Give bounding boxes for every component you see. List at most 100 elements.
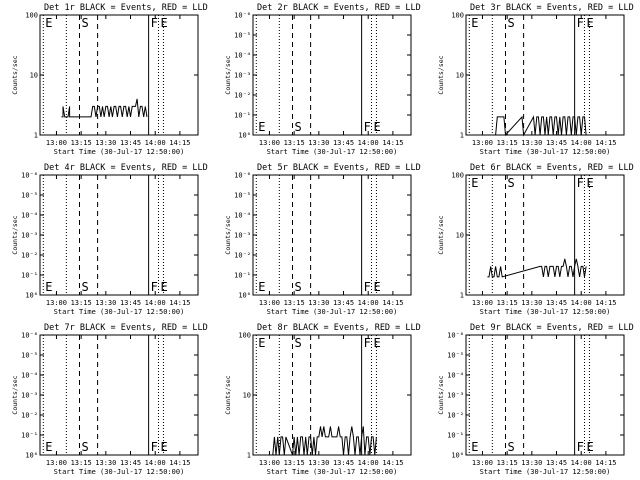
marker-label: F (364, 120, 371, 134)
chart-panel: Det 7r BLACK = Events, RED = LLD 10⁰ 10⁻¹ 1… (11, 323, 208, 476)
y-tick-label: 10⁻¹ (447, 432, 464, 440)
marker-label: E (258, 120, 265, 134)
chart-title: Det 5r BLACK = Events, RED = LLD (257, 163, 421, 173)
y-tick-label: 10⁻⁴ (21, 372, 38, 380)
x-tick-label: 13:15 (71, 299, 92, 307)
marker-label: E (587, 16, 594, 30)
x-tick-label: 13:45 (333, 139, 354, 147)
chart-panel: Det 9r BLACK = Events, RED = LLD 10⁰ 10⁻¹ 1… (437, 323, 634, 476)
y-tick-label: 10⁻⁶ (234, 12, 251, 20)
x-tick-label: 14:15 (169, 299, 190, 307)
plot-frame (39, 334, 199, 456)
x-tick-label: 14:15 (382, 299, 403, 307)
x-axis-label: Start Time (30-Jul-17 12:50:00) (480, 148, 611, 156)
marker-label: E (471, 176, 478, 190)
marker-label: E (45, 440, 52, 454)
y-tick-label: 10⁻³ (21, 232, 38, 240)
marker-label: S (82, 16, 89, 30)
x-tick-label: 14:15 (169, 459, 190, 467)
marker-label: F (151, 16, 158, 30)
marker-label: E (258, 280, 265, 294)
plot-frame (465, 14, 625, 136)
x-tick-label: 13:45 (546, 459, 567, 467)
y-tick-label: 100 (451, 12, 464, 20)
x-tick-label: 13:30 (95, 299, 116, 307)
chart-title: Det 1r BLACK = Events, RED = LLD (44, 3, 208, 13)
marker-label: E (45, 16, 52, 30)
marker-label: S (508, 176, 515, 190)
chart-title: Det 9r BLACK = Events, RED = LLD (470, 323, 634, 333)
y-tick-label: 10⁻³ (21, 392, 38, 400)
marker-label: E (161, 16, 168, 30)
y-axis-label: Counts/sec (11, 215, 19, 254)
y-axis-label: Counts/sec (437, 215, 445, 254)
x-tick-label: 13:30 (95, 139, 116, 147)
y-tick-label: 10⁰ (25, 452, 38, 460)
x-tick-label: 14:15 (382, 139, 403, 147)
y-tick-label: 10 (243, 392, 251, 400)
x-tick-label: 13:30 (308, 139, 329, 147)
y-tick-label: 10⁻⁴ (234, 52, 251, 60)
y-tick-label: 10⁻⁴ (234, 212, 251, 220)
x-tick-label: 14:00 (571, 139, 592, 147)
y-tick-label: 10⁻⁴ (447, 372, 464, 380)
y-tick-label: 10⁻² (21, 252, 38, 260)
y-tick-label: 10 (456, 232, 464, 240)
y-tick-label: 10⁻⁵ (234, 32, 251, 40)
marker-label: S (82, 280, 89, 294)
x-tick-label: 14:15 (382, 459, 403, 467)
x-tick-label: 14:15 (169, 139, 190, 147)
x-axis-label: Start Time (30-Jul-17 12:50:00) (267, 308, 398, 316)
chart-title: Det 6r BLACK = Events, RED = LLD (470, 163, 634, 173)
y-tick-label: 1 (247, 452, 251, 460)
y-tick-label: 10⁻³ (234, 232, 251, 240)
x-tick-label: 14:00 (145, 299, 166, 307)
chart-panel: Det 4r BLACK = Events, RED = LLD 10⁰ 10⁻¹ 1… (11, 163, 208, 316)
x-tick-label: 13:15 (71, 139, 92, 147)
x-tick-label: 14:15 (595, 139, 616, 147)
y-tick-label: 10⁻⁶ (447, 332, 464, 340)
marker-label: S (82, 440, 89, 454)
x-axis-label: Start Time (30-Jul-17 12:50:00) (267, 468, 398, 476)
plot-frame (39, 174, 199, 296)
chart-panel: Det 1r BLACK = Events, RED = LLD 1 10 100 Co… (11, 3, 208, 156)
plot-frame (465, 174, 625, 296)
chart-title: Det 4r BLACK = Events, RED = LLD (44, 163, 208, 173)
series-line (272, 426, 377, 456)
y-tick-label: 10⁻⁵ (234, 192, 251, 200)
marker-label: S (295, 280, 302, 294)
x-tick-label: 13:30 (308, 459, 329, 467)
x-tick-label: 13:45 (546, 139, 567, 147)
x-tick-label: 14:00 (358, 459, 379, 467)
y-tick-label: 100 (451, 172, 464, 180)
marker-label: S (508, 16, 515, 30)
x-axis-label: Start Time (30-Jul-17 12:50:00) (54, 148, 185, 156)
x-tick-label: 14:00 (145, 139, 166, 147)
chart-panel: Det 3r BLACK = Events, RED = LLD 1 10 100 Co… (437, 3, 634, 156)
x-tick-label: 13:30 (521, 139, 542, 147)
series-line (61, 98, 148, 118)
chart-panel: Det 2r BLACK = Events, RED = LLD 10⁰ 10⁻¹ 1… (224, 3, 421, 156)
marker-label: S (295, 120, 302, 134)
chart-title: Det 3r BLACK = Events, RED = LLD (470, 3, 634, 13)
y-axis-label: Counts/sec (437, 55, 445, 94)
x-tick-label: 14:00 (358, 299, 379, 307)
marker-label: E (161, 440, 168, 454)
y-tick-label: 10⁻⁵ (21, 192, 38, 200)
marker-label: E (587, 176, 594, 190)
x-axis-label: Start Time (30-Jul-17 12:50:00) (480, 468, 611, 476)
chart-title: Det 2r BLACK = Events, RED = LLD (257, 3, 421, 13)
y-tick-label: 10⁻¹ (21, 432, 38, 440)
y-axis-label: Counts/sec (224, 215, 232, 254)
y-tick-label: 10⁻⁶ (234, 172, 251, 180)
x-tick-label: 14:00 (145, 459, 166, 467)
y-tick-label: 10⁻⁴ (21, 212, 38, 220)
x-tick-label: 13:00 (46, 299, 67, 307)
x-tick-label: 13:30 (521, 299, 542, 307)
marker-label: S (295, 336, 302, 350)
x-axis-label: Start Time (30-Jul-17 12:50:00) (480, 308, 611, 316)
plot-frame (39, 14, 199, 136)
y-tick-label: 10⁻¹ (21, 272, 38, 280)
x-tick-label: 13:45 (546, 299, 567, 307)
marker-label: F (577, 440, 584, 454)
